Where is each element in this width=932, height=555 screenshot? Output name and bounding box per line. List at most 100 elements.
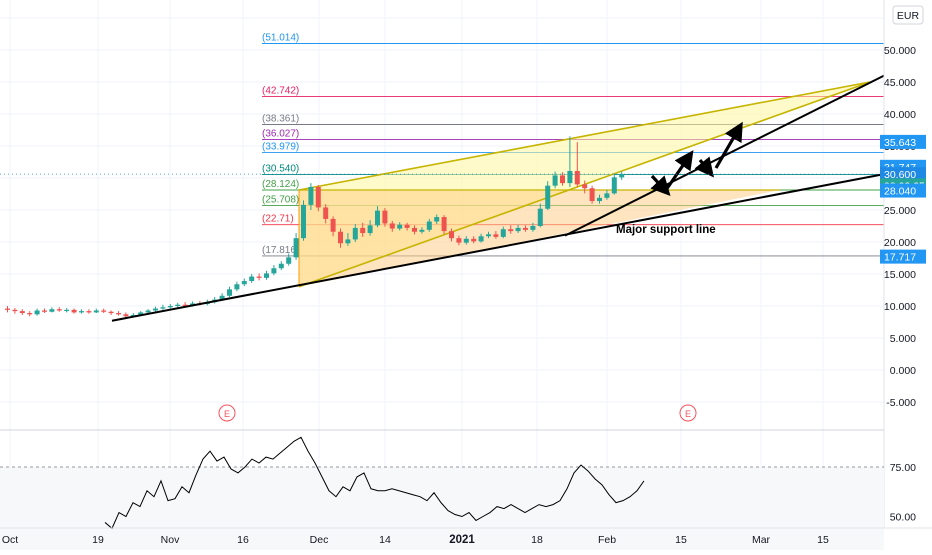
- candle-body: [419, 229, 425, 232]
- time-axis-label: 15: [675, 534, 687, 546]
- rsi-line: [104, 436, 645, 530]
- candle-body: [56, 309, 62, 311]
- candle-body: [597, 197, 602, 202]
- candle-body: [611, 177, 617, 194]
- projection-arrow: [714, 121, 743, 169]
- price-axis-tick: 45.000: [884, 77, 916, 89]
- price-tag-label: 30.600: [884, 169, 916, 181]
- candle-body: [375, 210, 380, 226]
- time-axis-label: 14: [379, 534, 391, 546]
- candle-body: [42, 310, 47, 312]
- candle-body: [241, 281, 247, 285]
- candle-body: [360, 227, 366, 234]
- candle-body: [508, 229, 514, 232]
- candle-body: [389, 223, 395, 229]
- price-axis-tick: 25.000: [884, 205, 916, 217]
- time-axis[interactable]: Oct 19 Nov 16 Dec 14 2021 18 Feb 15 Mar 15: [2, 534, 829, 546]
- price-axis-tick: 5.000: [890, 333, 916, 345]
- candle-body: [412, 227, 417, 232]
- currency-badge[interactable]: [892, 5, 924, 25]
- candle-body: [426, 221, 432, 230]
- earnings-marker-label: E: [685, 409, 691, 419]
- candle-body: [449, 231, 454, 239]
- candle-body: [86, 311, 92, 313]
- candle-body: [308, 186, 314, 205]
- candle-body: [301, 204, 306, 239]
- price-tag: [880, 134, 926, 149]
- time-axis-label: Oct: [2, 534, 18, 546]
- candle-body: [71, 309, 77, 313]
- candle-body: [456, 238, 462, 243]
- candle-body: [589, 188, 595, 202]
- major-support-line: [111, 173, 885, 322]
- price-tag: [880, 183, 926, 198]
- candle-body: [182, 304, 188, 306]
- price-axis-tick: 0.000: [890, 365, 916, 377]
- price-axis[interactable]: 550.00045.00040.00035.00030.00025.00020.…: [884, 13, 916, 409]
- candle-body: [175, 304, 181, 306]
- time-axis-label: 18: [531, 534, 543, 546]
- candle-body: [145, 310, 151, 313]
- candle-body: [338, 231, 343, 244]
- price-tag-label: 35.643: [884, 137, 916, 149]
- fib-level-label: (42.742): [262, 85, 299, 96]
- candle-body: [345, 239, 351, 244]
- candle-body: [582, 184, 588, 189]
- candle-body: [619, 174, 625, 178]
- candle-body: [515, 227, 521, 232]
- fib-level-label: (25.708): [262, 194, 299, 205]
- candle-body: [190, 303, 195, 306]
- rsi-band: [0, 467, 884, 555]
- candle-body: [64, 309, 70, 312]
- earnings-marker-label: E: [224, 409, 230, 419]
- candle-body: [108, 311, 114, 314]
- candle-body: [5, 308, 10, 310]
- fib-level-label: (22.71): [262, 214, 294, 225]
- price-tag: [880, 167, 926, 182]
- fib-level-label: (51.014): [262, 33, 299, 44]
- rsi-axis-tick: 75.00: [890, 462, 916, 474]
- candle-body: [352, 227, 358, 240]
- time-axis-label: 19: [92, 534, 104, 546]
- candle-body: [116, 313, 121, 315]
- candle-body: [604, 193, 610, 198]
- candle-body: [560, 175, 565, 184]
- candle-body: [471, 238, 477, 242]
- fib-level-label: (30.540): [262, 164, 299, 175]
- candle-body: [101, 310, 107, 312]
- earnings-marker: [218, 404, 236, 422]
- price-axis-tick: 50.000: [884, 45, 916, 57]
- candle-body: [493, 234, 499, 237]
- time-axis-label: Feb: [598, 534, 616, 546]
- candle-body: [160, 307, 166, 309]
- price-tag-label: 17.717: [884, 252, 916, 264]
- candle-body: [552, 175, 558, 186]
- price-axis-tick: -5.000: [886, 397, 916, 409]
- time-axis-label: 16: [237, 534, 249, 546]
- candle-body: [530, 226, 536, 230]
- candle-body: [130, 314, 136, 317]
- candle-body: [537, 208, 543, 226]
- candle-body: [315, 186, 321, 208]
- candle-body: [382, 210, 388, 224]
- projection-arrow: [650, 174, 671, 197]
- support-line-annotation: Major support line: [616, 224, 716, 236]
- candle-body: [486, 234, 491, 237]
- candle-body: [256, 276, 262, 278]
- rsi-axis-tick: 50.00: [890, 512, 916, 524]
- candle-body: [404, 224, 410, 228]
- grid-lines: [0, 0, 884, 528]
- time-axis-label: Nov: [161, 534, 180, 546]
- price-axis-tick: 40.000: [884, 109, 916, 121]
- candle-body: [434, 217, 440, 222]
- candle-body: [234, 284, 240, 290]
- candle-body: [34, 310, 40, 315]
- currency-badge-label: EUR: [897, 10, 920, 22]
- candle-body: [567, 170, 573, 184]
- fib-level-label: (28.124): [262, 179, 299, 190]
- price-tag-label: 28.040: [884, 186, 916, 198]
